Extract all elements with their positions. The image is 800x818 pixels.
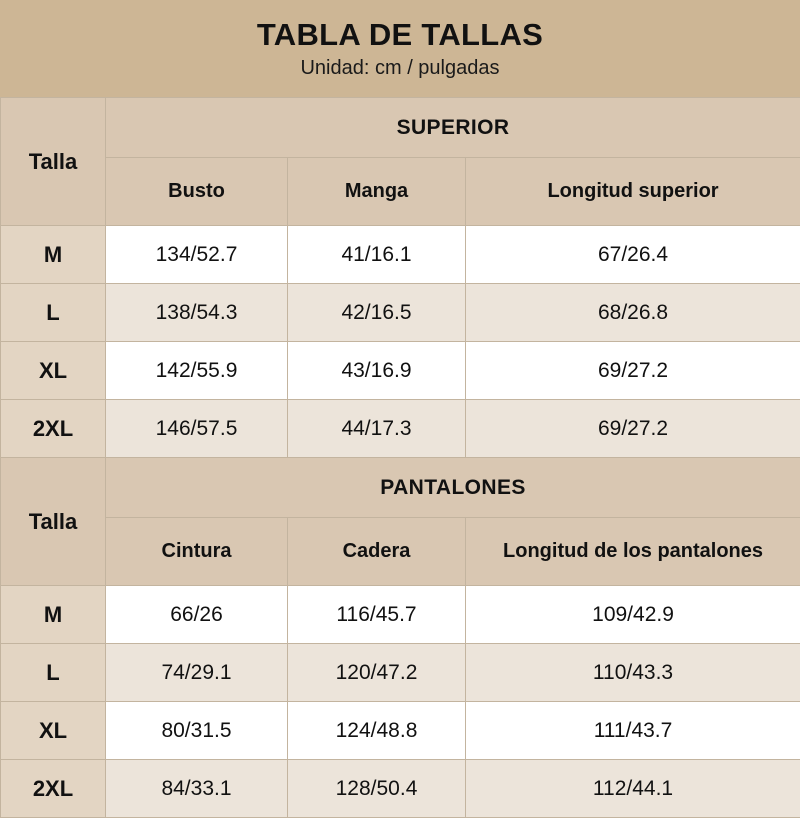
cell-cintura: 66/26 [106, 586, 288, 644]
cell-longitud-superior: 69/27.2 [466, 400, 800, 458]
size-label: M [1, 586, 106, 644]
table-row: L 74/29.1 120/47.2 110/43.3 [1, 644, 800, 702]
size-label: M [1, 226, 106, 284]
cell-longitud-pantalones: 111/43.7 [466, 702, 800, 760]
table-row: 2XL 84/33.1 128/50.4 112/44.1 [1, 760, 800, 818]
section-banner-pantalones: PANTALONES [106, 458, 800, 518]
cell-cadera: 116/45.7 [288, 586, 466, 644]
cell-busto: 134/52.7 [106, 226, 288, 284]
cell-longitud-pantalones: 109/42.9 [466, 586, 800, 644]
table-body: Talla SUPERIOR Busto Manga Longitud supe… [1, 98, 800, 818]
table-row: 2XL 146/57.5 44/17.3 69/27.2 [1, 400, 800, 458]
table-row: M 66/26 116/45.7 109/42.9 [1, 586, 800, 644]
cell-longitud-superior: 68/26.8 [466, 284, 800, 342]
column-header-longitud-superior: Longitud superior [466, 158, 800, 226]
size-label: 2XL [1, 400, 106, 458]
cell-manga: 41/16.1 [288, 226, 466, 284]
cell-longitud-superior: 69/27.2 [466, 342, 800, 400]
title-band: TABLA DE TALLAS Unidad: cm / pulgadas [0, 0, 800, 97]
cell-cadera: 128/50.4 [288, 760, 466, 818]
cell-cintura: 80/31.5 [106, 702, 288, 760]
table-row: M 134/52.7 41/16.1 67/26.4 [1, 226, 800, 284]
cell-longitud-pantalones: 110/43.3 [466, 644, 800, 702]
section-banner-superior: SUPERIOR [106, 98, 800, 158]
cell-manga: 42/16.5 [288, 284, 466, 342]
column-header-row-superior: Busto Manga Longitud superior [1, 158, 800, 226]
column-header-manga: Manga [288, 158, 466, 226]
table-row: XL 80/31.5 124/48.8 111/43.7 [1, 702, 800, 760]
cell-cintura: 74/29.1 [106, 644, 288, 702]
table-row: XL 142/55.9 43/16.9 69/27.2 [1, 342, 800, 400]
measurements-table: Talla SUPERIOR Busto Manga Longitud supe… [0, 97, 800, 818]
column-header-longitud-pantalones: Longitud de los pantalones [466, 518, 800, 586]
size-label: L [1, 644, 106, 702]
section-banner-row-pantalones: Talla PANTALONES [1, 458, 800, 518]
cell-longitud-superior: 67/26.4 [466, 226, 800, 284]
column-header-cintura: Cintura [106, 518, 288, 586]
cell-longitud-pantalones: 112/44.1 [466, 760, 800, 818]
cell-manga: 43/16.9 [288, 342, 466, 400]
column-header-busto: Busto [106, 158, 288, 226]
section-banner-row-superior: Talla SUPERIOR [1, 98, 800, 158]
size-column-header-pantalones: Talla [1, 458, 106, 586]
cell-busto: 138/54.3 [106, 284, 288, 342]
cell-cadera: 120/47.2 [288, 644, 466, 702]
size-column-header-superior: Talla [1, 98, 106, 226]
table-row: L 138/54.3 42/16.5 68/26.8 [1, 284, 800, 342]
cell-manga: 44/17.3 [288, 400, 466, 458]
cell-cintura: 84/33.1 [106, 760, 288, 818]
column-header-cadera: Cadera [288, 518, 466, 586]
size-label: XL [1, 702, 106, 760]
cell-busto: 146/57.5 [106, 400, 288, 458]
size-chart: TABLA DE TALLAS Unidad: cm / pulgadas Ta… [0, 0, 800, 800]
cell-cadera: 124/48.8 [288, 702, 466, 760]
unit-subtitle: Unidad: cm / pulgadas [300, 57, 499, 80]
size-label: L [1, 284, 106, 342]
page-title: TABLA DE TALLAS [257, 17, 543, 53]
size-label: 2XL [1, 760, 106, 818]
column-header-row-pantalones: Cintura Cadera Longitud de los pantalone… [1, 518, 800, 586]
cell-busto: 142/55.9 [106, 342, 288, 400]
size-label: XL [1, 342, 106, 400]
